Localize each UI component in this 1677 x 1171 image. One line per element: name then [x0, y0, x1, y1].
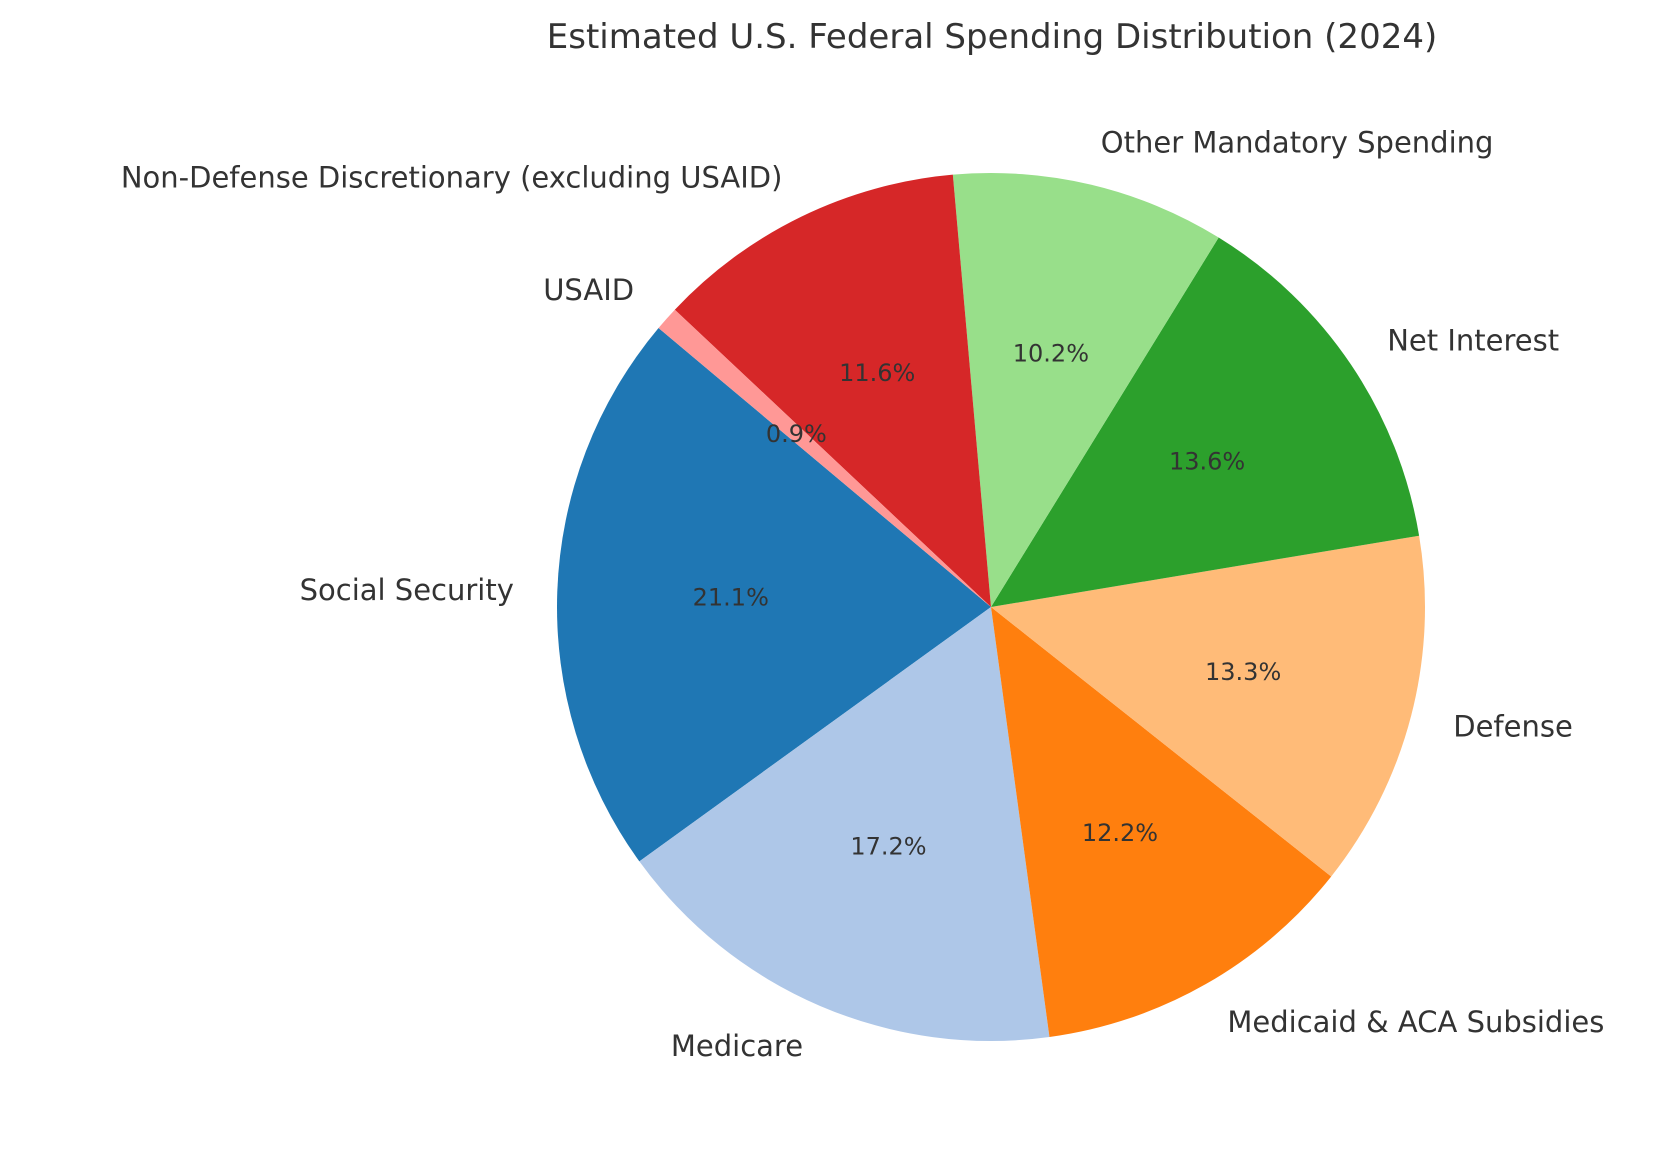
- pie-slices: [557, 173, 1426, 1041]
- slice-label-other-mandatory-spending: Other Mandatory Spending: [1101, 125, 1494, 159]
- pct-label-other-mandatory-spending: 10.2%: [1013, 340, 1089, 368]
- chart-title: Estimated U.S. Federal Spending Distribu…: [547, 17, 1437, 57]
- pct-label-defense: 13.3%: [1205, 658, 1281, 686]
- pie-slice-non-defense-discretionary-excluding-usaid: [674, 174, 991, 607]
- pie-slice-medicaid-aca-subsidies: [991, 607, 1332, 1038]
- pct-label-net-interest: 13.6%: [1169, 448, 1245, 476]
- slice-label-medicare: Medicare: [671, 1029, 803, 1063]
- pie-percent-labels: 21.1% 17.2% 12.2% 13.3% 13.6% 10.2% 11.6% 0.9%: [693, 340, 1282, 861]
- pct-label-social-security: 21.1%: [693, 584, 769, 612]
- slice-label-usaid: USAID: [543, 273, 634, 307]
- slice-label-social-security: Social Security: [300, 573, 514, 607]
- pct-label-medicare: 17.2%: [850, 832, 926, 860]
- pie-slice-defense: [991, 535, 1426, 877]
- pct-label-usaid: 0.9%: [766, 420, 827, 448]
- slice-label-medicaid-aca-subsidies: Medicaid & ACA Subsidies: [1227, 1005, 1604, 1039]
- pie-slice-social-security: [557, 328, 991, 862]
- pct-label-non-defense-discretionary-excluding-usaid: 11.6%: [839, 359, 915, 387]
- pie-slice-labels: Social Security Medicare Medicaid & ACA Su…: [121, 125, 1605, 1062]
- pie-slice-medicare: [639, 607, 1050, 1041]
- slice-label-non-defense-discretionary-excluding-usaid: Non-Defense Discretionary (excluding USA…: [121, 161, 783, 195]
- slice-label-defense: Defense: [1453, 709, 1573, 743]
- pie-slice-usaid: [658, 309, 991, 607]
- pie-slice-net-interest: [991, 237, 1420, 607]
- pie-slice-other-mandatory-spending: [952, 173, 1219, 607]
- slice-label-net-interest: Net Interest: [1387, 324, 1559, 358]
- pct-label-medicaid-aca-subsidies: 12.2%: [1082, 819, 1158, 847]
